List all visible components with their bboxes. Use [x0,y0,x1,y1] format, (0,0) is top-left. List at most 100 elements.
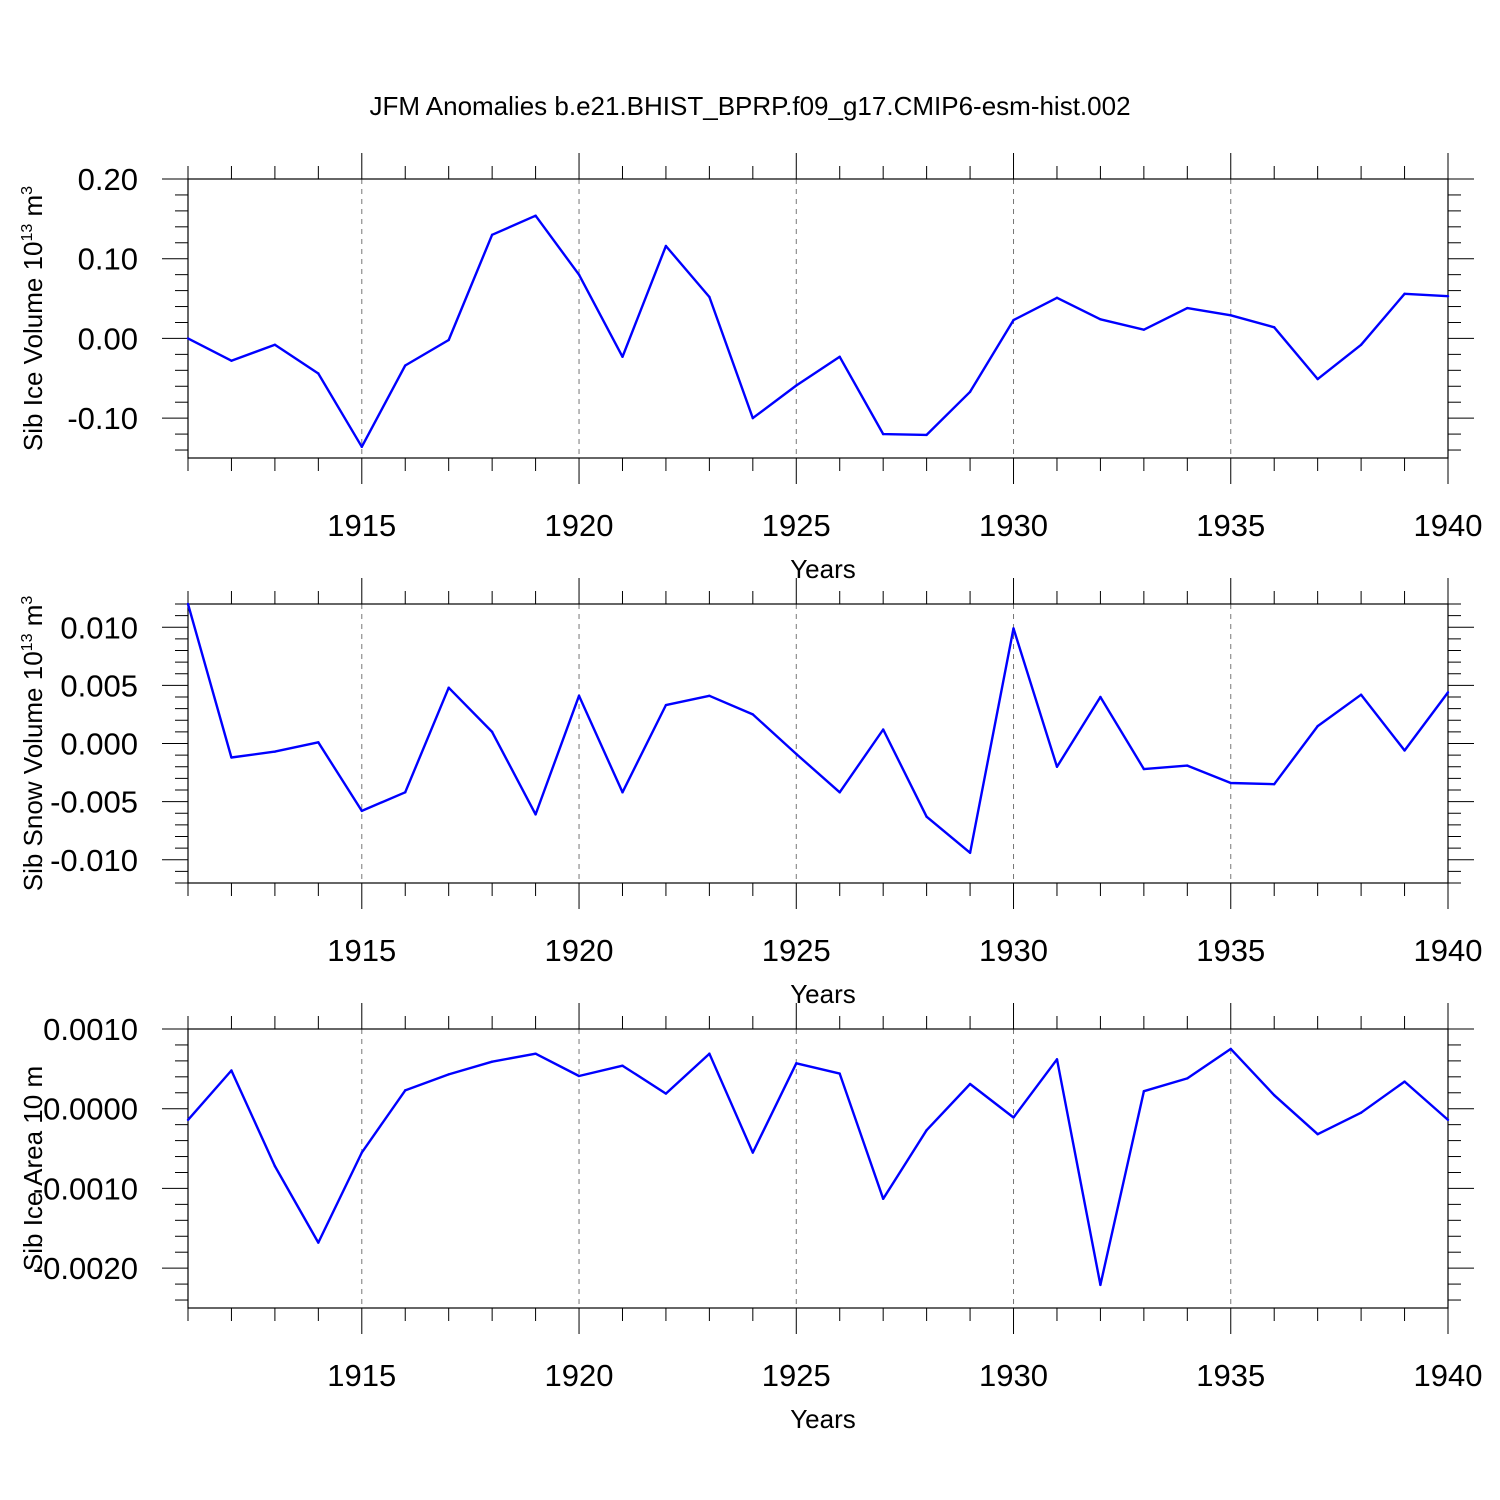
data-point [1446,691,1450,694]
data-point [447,686,450,689]
data-point [360,809,363,813]
data-point [838,355,841,358]
data-point [925,1129,928,1132]
x-tick-label: 1940 [1414,1358,1483,1393]
data-point [1446,294,1450,298]
x-axis-label: Years [790,979,856,1009]
data-point [1359,343,1363,347]
panel-2: 1915 1920 1925 1930 1935 1940 -0.010 -0.005 0.00… [18,578,1482,1009]
y-tick-label: 0.0000 [43,1092,138,1127]
data-point [968,851,972,854]
y-axis-label: Sib Ice Area 10 m [18,1066,48,1271]
data-point [404,1089,407,1092]
data-point [621,355,624,358]
data-point [230,1069,233,1072]
data-point [1316,1133,1319,1136]
x-tick-label: 1935 [1196,1358,1265,1393]
data-point [925,433,928,437]
y-tick-label: 0.0010 [43,1012,138,1047]
data-point [317,372,320,375]
data-point [317,1241,320,1244]
data-point [1316,724,1319,728]
data-point [230,756,233,759]
data-point [230,359,233,362]
data-point [1142,328,1146,331]
data-point [447,338,450,342]
plot-frame [187,178,1449,459]
data-point [1403,292,1406,295]
data-point [1359,693,1363,696]
x-tick-label: 1925 [762,1358,831,1393]
data-point [708,1052,711,1055]
x-axis-label: Years [790,554,856,584]
data-point [751,713,755,716]
data-point [1012,318,1015,322]
data-point [968,390,972,394]
x-tick-label: 1930 [979,1358,1048,1393]
data-point [1273,782,1276,786]
data-point [795,384,798,387]
x-axis-label: Years [790,1404,856,1434]
y-axis-label: Sib Ice Volume 1013 m3 [18,186,48,451]
data-point [664,1092,668,1095]
x-tick-label: 1915 [327,1358,396,1393]
data-point [186,337,190,340]
data-point [577,273,581,276]
data-point [273,343,277,347]
data-point [360,1151,363,1154]
data-point [1186,1077,1189,1080]
data-point [1273,1093,1276,1097]
plot-frame [187,1028,1449,1309]
y-tick-label: 0.10 [78,242,138,277]
x-tick-label: 1915 [327,933,396,968]
data-point [881,432,885,436]
data-point [664,703,668,707]
data-point [1446,1118,1450,1122]
data-point [273,750,277,753]
data-point [1142,767,1146,771]
x-tick-label: 1940 [1414,933,1483,968]
data-point [1012,627,1015,630]
data-point [925,815,928,818]
data-point [1055,296,1059,299]
data-point [490,233,494,236]
plot-frame [187,603,1449,884]
data-point [1055,1058,1059,1061]
data-point [490,1060,494,1063]
data-point [1403,1080,1406,1083]
data-point [795,752,798,756]
y-tick-label: -0.005 [50,785,138,820]
data-point [708,694,711,698]
data-point [1099,695,1102,699]
y-tick-label: -0.0010 [33,1171,138,1206]
data-point [1099,318,1102,321]
data-point [273,1164,277,1168]
y-tick-label: 0.00 [78,321,138,356]
y-tick-label: -0.010 [50,843,138,878]
data-point [621,791,624,794]
data-point [360,445,363,449]
x-tick-label: 1925 [762,508,831,543]
data-point [1403,749,1406,752]
data-point [795,1062,798,1065]
x-tick-label: 1935 [1196,933,1265,968]
data-point [1186,306,1189,310]
x-tick-label: 1940 [1414,508,1483,543]
data-point [317,741,320,744]
data-point [1359,1111,1363,1114]
y-axis-label: Sib Snow Volume 1013 m3 [18,596,48,892]
data-point [838,1072,841,1075]
data-point [404,791,407,794]
x-tick-label: 1930 [979,508,1048,543]
data-point [447,1073,450,1076]
data-point [664,244,668,248]
data-point [968,1082,972,1086]
data-point [577,1074,581,1078]
data-point [751,416,755,420]
series-line [187,214,1449,448]
data-point [577,694,581,698]
panels: 1915 1920 1925 1930 1935 1940 -0.10 0.00 0.10 0.2… [18,153,1482,1434]
data-point [881,728,885,731]
data-point [534,1052,537,1055]
data-point [534,813,537,816]
